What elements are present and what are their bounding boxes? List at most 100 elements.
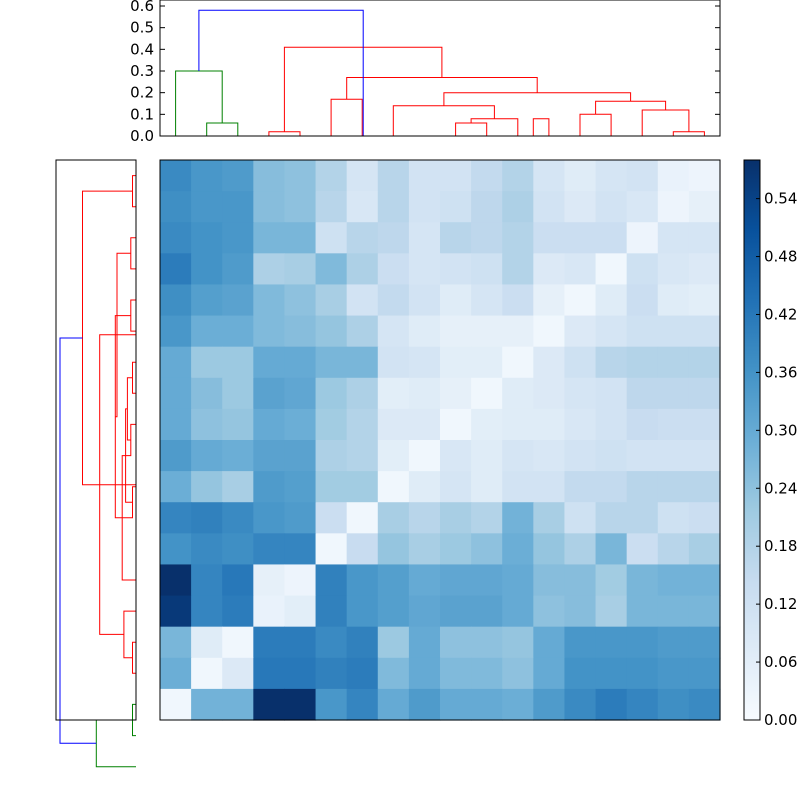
dendrogram-link xyxy=(443,92,632,106)
top-dendrogram-links xyxy=(175,9,705,136)
heatmap-cell xyxy=(471,657,503,690)
heatmap-cell xyxy=(533,377,566,410)
heatmap-cell xyxy=(284,315,317,348)
heatmap-cell xyxy=(471,284,503,317)
heatmap-cell xyxy=(315,440,348,472)
heatmap-cell xyxy=(657,315,690,348)
heatmap-cell xyxy=(440,626,472,659)
heatmap-cell xyxy=(284,626,317,659)
heatmap-cell xyxy=(346,502,379,534)
heatmap-cell xyxy=(564,191,597,223)
heatmap-cell xyxy=(191,440,223,472)
heatmap-cell xyxy=(315,408,348,441)
heatmap-cell xyxy=(688,222,721,254)
heatmap-cell xyxy=(315,688,348,721)
heatmap-cell xyxy=(160,626,192,659)
heatmap-cell xyxy=(253,377,286,410)
heatmap-cell xyxy=(440,315,472,348)
y-tick-label: 0.0 xyxy=(130,127,154,145)
heatmap-cell xyxy=(533,564,566,597)
heatmap-cell xyxy=(440,191,472,223)
heatmap-cell xyxy=(440,160,472,192)
dendrogram-link xyxy=(132,175,136,208)
heatmap-cell xyxy=(377,564,410,597)
heatmap-cell xyxy=(533,253,566,286)
colorbar-tick-label: 0.42 xyxy=(764,305,797,323)
heatmap-cell xyxy=(657,471,690,503)
heatmap-cell xyxy=(191,533,223,566)
dendrogram-link xyxy=(268,131,301,136)
heatmap-cell xyxy=(595,564,628,597)
heatmap-cell xyxy=(346,160,379,192)
heatmap-cell xyxy=(408,626,441,659)
heatmap-cell xyxy=(440,346,472,379)
heatmap-cell xyxy=(471,533,503,566)
heatmap-cell xyxy=(471,408,503,441)
heatmap-cell xyxy=(533,222,566,254)
heatmap-cell xyxy=(595,222,628,254)
heatmap-cell xyxy=(657,564,690,597)
heatmap-cell xyxy=(440,377,472,410)
heatmap-cell xyxy=(315,377,348,410)
heatmap-cell xyxy=(253,222,286,254)
heatmap-cell xyxy=(595,657,628,690)
heatmap-cell xyxy=(626,502,659,534)
heatmap-cell xyxy=(657,533,690,566)
dendrogram-link xyxy=(126,377,133,441)
heatmap-cell xyxy=(657,160,690,192)
heatmap-cell xyxy=(191,471,223,503)
heatmap-cell xyxy=(346,688,379,721)
heatmap-cell xyxy=(564,502,597,534)
heatmap-cell xyxy=(533,688,566,721)
heatmap-cell xyxy=(657,408,690,441)
y-tick-label: 0.5 xyxy=(130,19,154,37)
heatmap-cell xyxy=(471,315,503,348)
heatmap-cell xyxy=(315,626,348,659)
heatmap-cell xyxy=(626,657,659,690)
dendrogram-link xyxy=(175,70,223,136)
heatmap-cell xyxy=(440,471,472,503)
heatmap-cell xyxy=(688,253,721,286)
heatmap-cell xyxy=(657,502,690,534)
heatmap-cell xyxy=(377,502,410,534)
dendrogram-link xyxy=(95,719,136,768)
heatmap-cell xyxy=(284,408,317,441)
heatmap-cell xyxy=(502,595,534,628)
heatmap-cell xyxy=(688,191,721,223)
colorbar-tick-label: 0.00 xyxy=(764,711,797,729)
heatmap-cell xyxy=(253,502,286,534)
heatmap-cell xyxy=(346,253,379,286)
heatmap-cell xyxy=(533,657,566,690)
dendrogram-link xyxy=(672,131,705,136)
left-dendrogram xyxy=(55,159,137,768)
heatmap-cell xyxy=(315,471,348,503)
heatmap-cell xyxy=(595,253,628,286)
heatmap-cell xyxy=(595,315,628,348)
heatmap-cell xyxy=(533,471,566,503)
heatmap-cell xyxy=(160,191,192,223)
left-dendrogram-links xyxy=(59,175,136,768)
dendrogram-link xyxy=(206,122,239,136)
heatmap-cell xyxy=(315,533,348,566)
heatmap-cell xyxy=(160,657,192,690)
heatmap-cell xyxy=(688,595,721,628)
heatmap-cell xyxy=(346,284,379,317)
heatmap-cell xyxy=(377,160,410,192)
heatmap-cell xyxy=(595,626,628,659)
heatmap-cell xyxy=(284,253,317,286)
heatmap-cell xyxy=(222,284,254,317)
heatmap-cell xyxy=(315,222,348,254)
heatmap-cell xyxy=(533,502,566,534)
heatmap-cell xyxy=(253,440,286,472)
heatmap-cell xyxy=(377,315,410,348)
colorbar-tick-label: 0.48 xyxy=(764,248,797,266)
heatmap-cell xyxy=(315,284,348,317)
heatmap-cell xyxy=(408,440,441,472)
heatmap-cell xyxy=(160,160,192,192)
heatmap-cell xyxy=(408,595,441,628)
colorbar: 0.00 0.06 0.12 0.18 0.24 0.30 0.36 0.42 0.48 0.54 xyxy=(743,159,797,729)
heatmap-cell xyxy=(688,440,721,472)
heatmap-cell xyxy=(533,626,566,659)
colorbar-tick-label: 0.54 xyxy=(764,190,797,208)
heatmap-cell xyxy=(657,191,690,223)
